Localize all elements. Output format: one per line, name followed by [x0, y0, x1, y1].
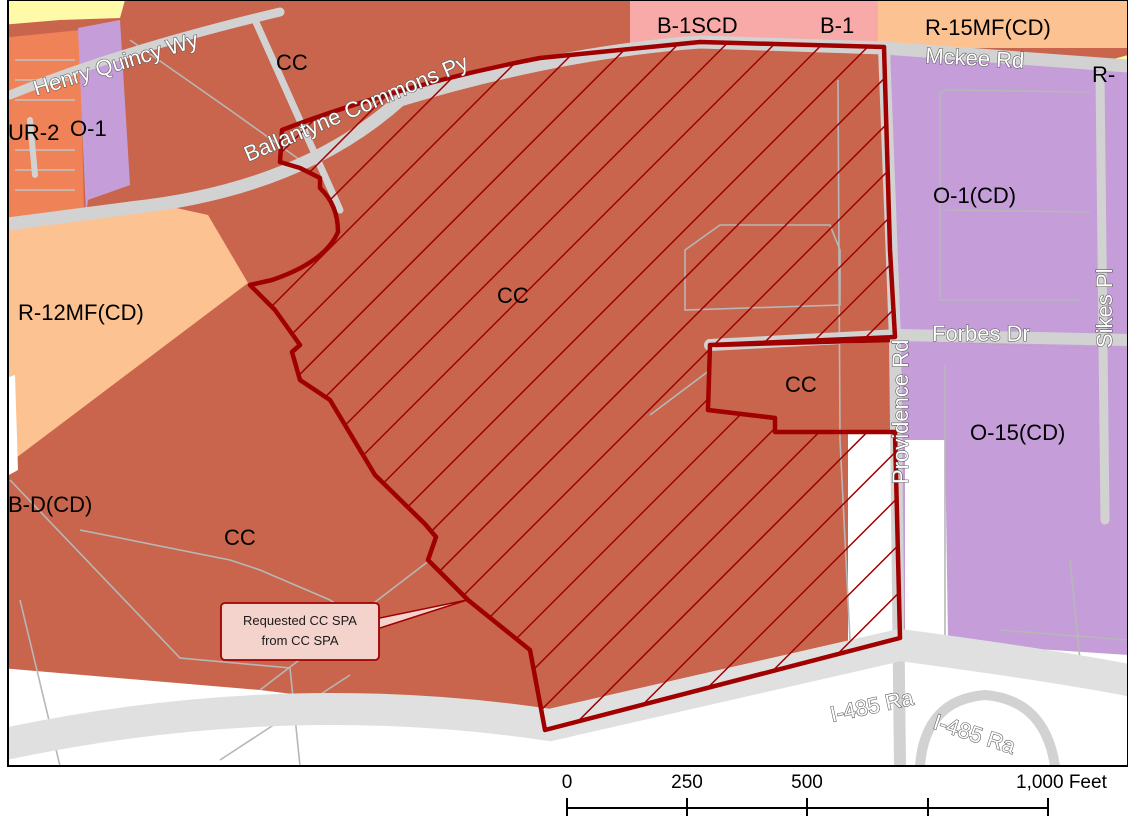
b1-zone [800, 0, 878, 46]
o1cd-zone [888, 50, 1128, 350]
zone-label-ur2: UR-2 [8, 120, 59, 145]
drive-ur [27, 117, 38, 178]
zone-label-r15mf: R-15MF(CD) [925, 15, 1051, 40]
zone-label-o15cd: O-15(CD) [970, 420, 1065, 445]
scale-bar: 0 250 500 1,000 Feet [562, 772, 1108, 816]
ur2-lot-lines [15, 59, 75, 191]
zone-label-cc-main: CC [497, 283, 529, 308]
zone-label-b1: B-1 [820, 13, 854, 38]
zone-label-cc-lower: CC [224, 525, 256, 550]
road-label-forbes: Forbes Dr [932, 321, 1030, 346]
zone-label-o1cd: O-1(CD) [933, 183, 1016, 208]
r12mf-zone [8, 207, 248, 464]
scale-label-250: 250 [671, 772, 703, 793]
r15mf-zone [878, 0, 1128, 48]
road-label-providence: Providence Rd [888, 340, 913, 484]
zone-label-bd: B-D(CD) [8, 492, 92, 517]
zone-label-r-cut: R- [1092, 62, 1115, 87]
map-frame [7, 0, 1128, 767]
i485-loop [915, 689, 1060, 766]
henry-quincy-road [8, 7, 285, 100]
residential-zone-topleft [8, 0, 125, 25]
open-zone-right [905, 440, 948, 645]
zone-label-o1: O-1 [70, 116, 107, 141]
zone-label-r12mf: R-12MF(CD) [18, 300, 144, 325]
zone-label-cc-top: CC [276, 50, 308, 75]
zone-label-b1scd: B-1SCD [657, 13, 738, 38]
scale-label-0: 0 [562, 772, 573, 793]
callout-line-1: Requested CC SPA [243, 613, 357, 628]
callout-line-2: from CC SPA [261, 633, 338, 648]
sikes-road [1095, 70, 1110, 525]
zone-label-cc-inner: CC [785, 372, 817, 397]
scale-label-1000-feet: 1,000 Feet [1016, 772, 1108, 793]
left-edge-white [8, 375, 18, 476]
callout-pointer [379, 599, 468, 629]
inner-cc-boundary [714, 337, 891, 348]
i485-ramp [8, 628, 1128, 760]
road-label-sikes: Sikes Pl [1092, 269, 1117, 348]
requested-site-boundary [247, 39, 903, 733]
callout-box [220, 602, 380, 661]
road-label-mckee: Mckee Rd [925, 43, 1025, 73]
scale-label-500: 500 [791, 772, 823, 793]
